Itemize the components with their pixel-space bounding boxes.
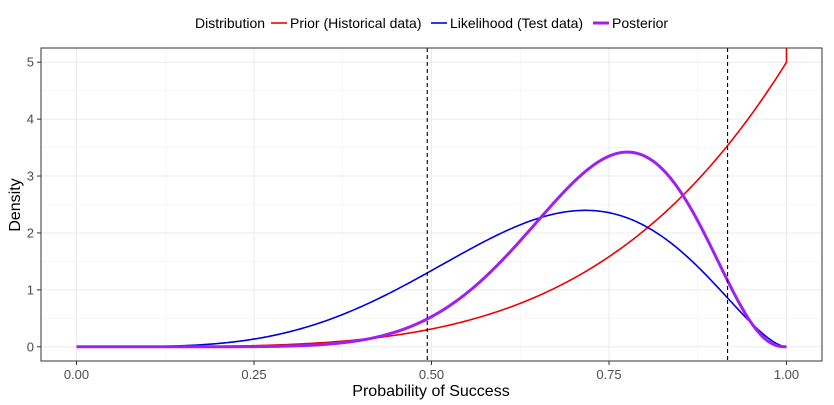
y-tick-label-5: 5 xyxy=(27,55,34,70)
x-axis: 0.00 0.25 0.50 0.75 1.00 xyxy=(64,361,799,382)
reference-lines xyxy=(426,48,729,361)
x-tick-label-1: 0.25 xyxy=(241,367,266,382)
series-layer xyxy=(76,48,788,349)
y-tick-label-0: 0 xyxy=(27,339,34,354)
grid xyxy=(41,48,822,361)
x-tick-label-3: 0.75 xyxy=(596,367,621,382)
legend-label-prior: Prior (Historical data) xyxy=(290,15,421,31)
series-line-1 xyxy=(76,209,787,348)
x-tick-label-2: 0.50 xyxy=(419,367,444,382)
x-tick-label-0: 0.00 xyxy=(64,367,89,382)
y-axis-title: Density xyxy=(7,178,24,231)
x-axis-title: Probability of Success xyxy=(352,383,509,400)
legend-label-posterior: Posterior xyxy=(612,15,668,31)
legend: Distribution Prior (Historical data) Lik… xyxy=(195,15,668,31)
legend-label-likelihood: Likelihood (Test data) xyxy=(450,15,583,31)
y-tick-label-2: 2 xyxy=(27,225,34,240)
y-tick-label-3: 3 xyxy=(27,169,34,184)
series-line-2 xyxy=(76,150,787,349)
y-axis: 0 1 2 3 4 5 xyxy=(27,55,41,354)
y-tick-label-4: 4 xyxy=(27,112,34,127)
x-tick-label-4: 1.00 xyxy=(774,367,799,382)
y-tick-label-1: 1 xyxy=(27,282,34,297)
legend-title: Distribution xyxy=(195,15,265,31)
